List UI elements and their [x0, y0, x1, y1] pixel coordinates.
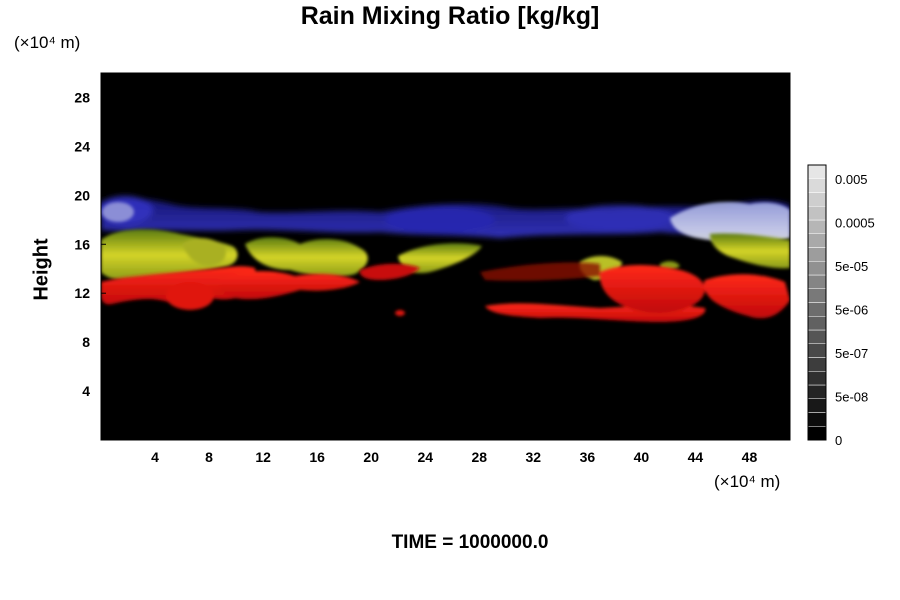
y-tick-label: 16 [74, 236, 90, 252]
colorbar-swatch [807, 247, 827, 262]
colorbar-swatch [807, 233, 827, 248]
y-tick-label: 28 [74, 89, 90, 105]
colorbar-swatch [807, 398, 827, 413]
colorbar-swatch [807, 164, 827, 179]
y-tick-label: 24 [74, 138, 90, 154]
colorbar-label: 5e-05 [835, 259, 868, 274]
x-tick-label: 20 [363, 449, 379, 465]
chart-title: Rain Mixing Ratio [kg/kg] [300, 2, 600, 30]
colorbar-swatch [807, 316, 827, 331]
colorbar-label: 5e-07 [835, 346, 868, 361]
x-tick-label: 8 [205, 449, 213, 465]
colorbar-swatch [807, 302, 827, 317]
y-tick-label: 20 [74, 187, 90, 203]
x-tick-label: 4 [151, 449, 159, 465]
colorbar-frame [807, 164, 827, 441]
x-tick-label: 44 [688, 449, 704, 465]
colorbar-swatch [807, 384, 827, 399]
colorbar-swatch [807, 178, 827, 193]
x-tick-label: 24 [417, 449, 433, 465]
colorbar-swatch [807, 261, 827, 276]
colorbar-swatch [807, 343, 827, 358]
x-tick-label: 40 [634, 449, 650, 465]
x-tick-label: 48 [742, 449, 758, 465]
colorbar-swatch [807, 329, 827, 344]
colorbar-swatch [807, 371, 827, 386]
x-tick-label: 16 [309, 449, 325, 465]
y-axis-unit: (×10⁴ m) [14, 33, 81, 52]
x-tick-label: 32 [526, 449, 542, 465]
y-tick-label: 8 [82, 334, 90, 350]
x-axis-unit: (×10⁴ m) [714, 472, 781, 491]
colorbar-swatch [807, 274, 827, 289]
colorbar-swatch [807, 206, 827, 221]
time-readout: TIME = 1000000.0 [391, 532, 549, 553]
colorbar-swatch [807, 426, 827, 441]
plot-frame [100, 72, 791, 441]
colorbar-label: 0.005 [835, 172, 868, 187]
y-tick-label: 4 [82, 383, 90, 399]
x-tick-label: 36 [580, 449, 596, 465]
colorbar-swatch [807, 192, 827, 207]
colorbar-swatch [807, 219, 827, 234]
white-layer [102, 201, 790, 244]
colorbar-label: 5e-08 [835, 390, 868, 405]
x-axis: 4 8 12 16 20 24 28 32 36 40 44 48 [151, 435, 757, 465]
field-render [101, 196, 790, 322]
yellow-layer [101, 229, 790, 281]
colorbar-swatch [807, 412, 827, 427]
x-tick-label: 12 [255, 449, 271, 465]
y-axis: 4 8 12 16 20 24 28 [74, 89, 106, 399]
colorbar-label: 0.0005 [835, 216, 875, 231]
colorbar-swatch [807, 357, 827, 372]
colorbar-label: 5e-06 [835, 303, 868, 318]
red-layer [101, 262, 790, 322]
y-tick-label: 12 [74, 285, 90, 301]
colorbar: 0.005 0.0005 5e-05 5e-06 5e-07 5e-08 0 [807, 164, 875, 448]
colorbar-label: 0 [835, 433, 842, 448]
colorbar-swatch [807, 288, 827, 303]
x-tick-label: 28 [471, 449, 487, 465]
